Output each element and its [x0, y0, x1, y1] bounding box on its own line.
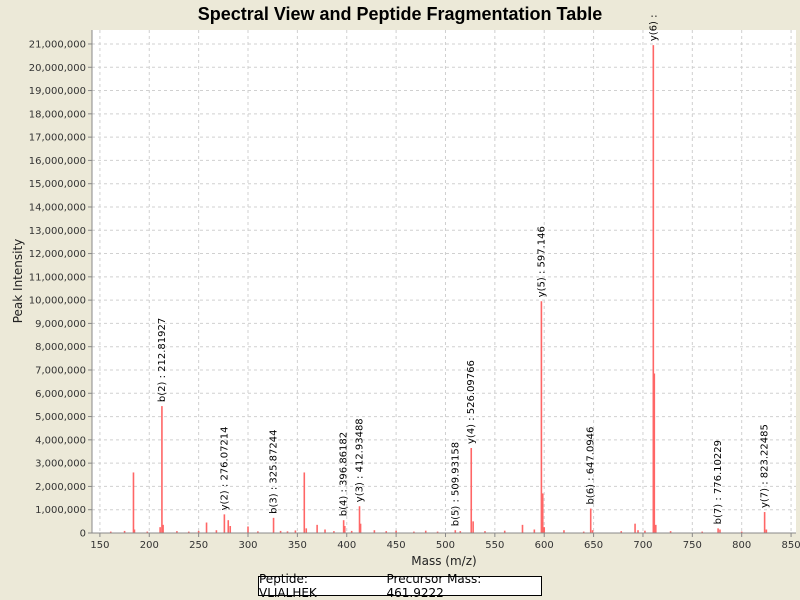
- y-axis-label: Peak Intensity: [11, 239, 25, 324]
- peak-annotation: b(6) : 647.0946: [586, 427, 597, 505]
- x-tick-label: 350: [288, 540, 307, 551]
- x-tick-label: 450: [387, 540, 406, 551]
- x-tick-label: 800: [732, 540, 751, 551]
- y-tick-label: 12,000,000: [29, 249, 86, 260]
- peak-annotation: b(4) : 396.86182: [339, 432, 350, 516]
- y-tick-label: 0: [80, 529, 86, 540]
- y-tick-label: 10,000,000: [29, 296, 86, 307]
- peak-annotation: b(7) : 776.10229: [713, 440, 724, 524]
- y-tick-label: 18,000,000: [29, 109, 86, 120]
- y-tick-label: 1,000,000: [35, 505, 86, 516]
- y-tick-label: 16,000,000: [29, 156, 86, 167]
- peak-annotation: y(7) : 823.22485: [760, 424, 771, 508]
- x-tick-label: 750: [683, 540, 702, 551]
- peak-series: [109, 45, 768, 533]
- peak-annotation: b(2) : 212.81927: [157, 318, 168, 402]
- peak-annotation: y(3) : 412.93488: [355, 418, 366, 502]
- y-axis-ticks: 0 1,000,000 2,000,000 3,000,000 4,000,000 5,0…: [29, 39, 92, 540]
- y-tick-label: 19,000,000: [29, 86, 86, 97]
- y-tick-label: 7,000,000: [35, 365, 86, 376]
- peak-annotation: y(4) : 526.09766: [466, 360, 477, 444]
- peak-annotations: b(2) : 212.81927 y(2) : 276.07214 b(3) : 3…: [157, 14, 771, 526]
- legend-peptide: Peptide: VLIALHEK: [259, 572, 317, 600]
- y-tick-label: 17,000,000: [29, 133, 86, 144]
- x-tick-label: 600: [535, 540, 554, 551]
- y-tick-label: 2,000,000: [35, 482, 86, 493]
- x-axis-ticks: 150 200 250 300 350 400 450 500 550 600 650 700 750 8…: [90, 533, 800, 551]
- x-tick-label: 150: [90, 540, 109, 551]
- x-tick-label: 650: [584, 540, 603, 551]
- y-tick-label: 6,000,000: [35, 389, 86, 400]
- y-tick-label: 8,000,000: [35, 342, 86, 353]
- peak-annotation: y(6) :: [648, 14, 659, 41]
- spectrum-chart: Spectral View and Peptide Fragmentation …: [11, 4, 800, 568]
- y-tick-label: 14,000,000: [29, 202, 86, 213]
- x-tick-label: 850: [782, 540, 800, 551]
- y-tick-label: 5,000,000: [35, 412, 86, 423]
- y-tick-label: 15,000,000: [29, 179, 86, 190]
- peak-annotation: y(5) : 597.146: [536, 226, 547, 297]
- peak-annotation: b(5) : 509.93158: [450, 442, 461, 526]
- y-tick-label: 21,000,000: [29, 39, 86, 50]
- y-tick-label: 20,000,000: [29, 63, 86, 74]
- y-tick-label: 3,000,000: [35, 459, 86, 470]
- peak-annotation: y(2) : 276.07214: [219, 426, 230, 510]
- chart-title: Spectral View and Peptide Fragmentation …: [198, 4, 602, 24]
- y-tick-label: 13,000,000: [29, 226, 86, 237]
- plot-area: [92, 30, 796, 533]
- legend-precursor: Precursor Mass: 461.9222: [386, 572, 482, 600]
- x-tick-label: 500: [436, 540, 455, 551]
- x-tick-label: 550: [485, 540, 504, 551]
- legend-box: Peptide: VLIALHEK Precursor Mass: 461.92…: [258, 572, 542, 600]
- x-tick-label: 250: [189, 540, 208, 551]
- x-tick-label: 300: [238, 540, 257, 551]
- x-tick-label: 200: [140, 540, 159, 551]
- y-tick-label: 11,000,000: [29, 272, 86, 283]
- x-tick-label: 700: [633, 540, 652, 551]
- y-tick-label: 9,000,000: [35, 319, 86, 330]
- y-tick-label: 4,000,000: [35, 435, 86, 446]
- peak-annotation: b(3) : 325.87244: [269, 430, 280, 514]
- x-tick-label: 400: [337, 540, 356, 551]
- x-axis-label: Mass (m/z): [411, 554, 476, 568]
